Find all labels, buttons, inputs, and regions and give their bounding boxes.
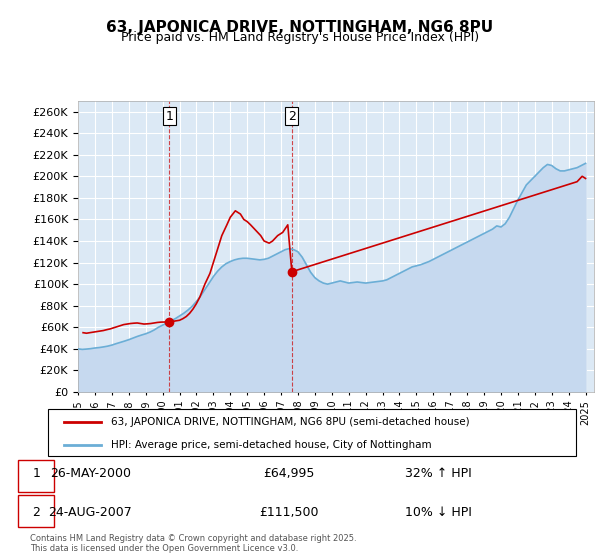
Text: 1: 1	[32, 467, 40, 480]
Text: 63, JAPONICA DRIVE, NOTTINGHAM, NG6 8PU (semi-detached house): 63, JAPONICA DRIVE, NOTTINGHAM, NG6 8PU …	[112, 417, 470, 427]
Text: 63, JAPONICA DRIVE, NOTTINGHAM, NG6 8PU: 63, JAPONICA DRIVE, NOTTINGHAM, NG6 8PU	[106, 20, 494, 35]
Text: 32% ↑ HPI: 32% ↑ HPI	[404, 467, 472, 480]
Text: Contains HM Land Registry data © Crown copyright and database right 2025.
This d: Contains HM Land Registry data © Crown c…	[30, 534, 356, 553]
Text: 10% ↓ HPI: 10% ↓ HPI	[404, 506, 472, 519]
FancyBboxPatch shape	[48, 409, 576, 456]
Text: 24-AUG-2007: 24-AUG-2007	[49, 506, 132, 519]
Text: 2: 2	[288, 110, 296, 123]
Text: £64,995: £64,995	[263, 467, 314, 480]
Text: 26-MAY-2000: 26-MAY-2000	[50, 467, 131, 480]
Text: HPI: Average price, semi-detached house, City of Nottingham: HPI: Average price, semi-detached house,…	[112, 440, 432, 450]
Text: 2: 2	[32, 506, 40, 519]
Text: 1: 1	[165, 110, 173, 123]
Text: Price paid vs. HM Land Registry's House Price Index (HPI): Price paid vs. HM Land Registry's House …	[121, 31, 479, 44]
FancyBboxPatch shape	[19, 494, 55, 527]
Text: £111,500: £111,500	[259, 506, 319, 519]
FancyBboxPatch shape	[19, 460, 55, 492]
